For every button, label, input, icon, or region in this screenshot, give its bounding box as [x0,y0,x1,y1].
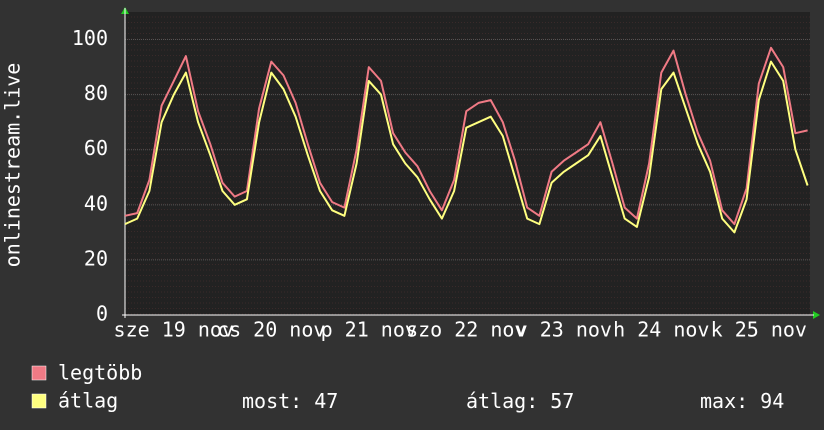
stat-value: 47 [314,389,338,413]
stat-label: max: [700,389,748,413]
x-tick-label: szo 22 nov [406,318,526,342]
x-tick-label: v 23 nov [516,318,612,342]
axis-arrow [813,311,820,319]
y-tick-label: 0 [96,302,108,326]
x-tick-label: cs 20 nov [217,318,325,342]
y-tick-label: 20 [84,246,108,270]
legend-label: átlag [58,389,118,413]
x-tick-label: k 25 nov [711,318,807,342]
stat-label: most: [242,389,302,413]
stat: most: 47 [242,389,338,413]
stat: max: 94 [700,389,784,413]
legend-label: legtöbb [58,361,142,385]
series-line [124,60,809,234]
legend-swatch [31,393,47,409]
stat-label: átlag: [466,389,538,413]
y-tick-label: 40 [84,191,108,215]
legend-swatch [31,365,47,381]
y-tick-label: 80 [84,81,108,105]
y-tick-label: 100 [72,26,108,50]
stat-value: 94 [760,389,784,413]
x-tick-label: p 21 nov [321,318,417,342]
y-tick-label: 60 [84,136,108,160]
x-tick-label: h 24 nov [613,318,709,342]
y-axis-label: onlinestream.live [1,63,25,268]
x-tick-label: sze 19 nov [114,318,234,342]
stat-value: 57 [550,389,574,413]
legend: legtöbb átlag most: 47 átlag: 57 max: 94 [31,361,784,413]
series-line [124,46,808,226]
stat: átlag: 57 [466,389,574,413]
